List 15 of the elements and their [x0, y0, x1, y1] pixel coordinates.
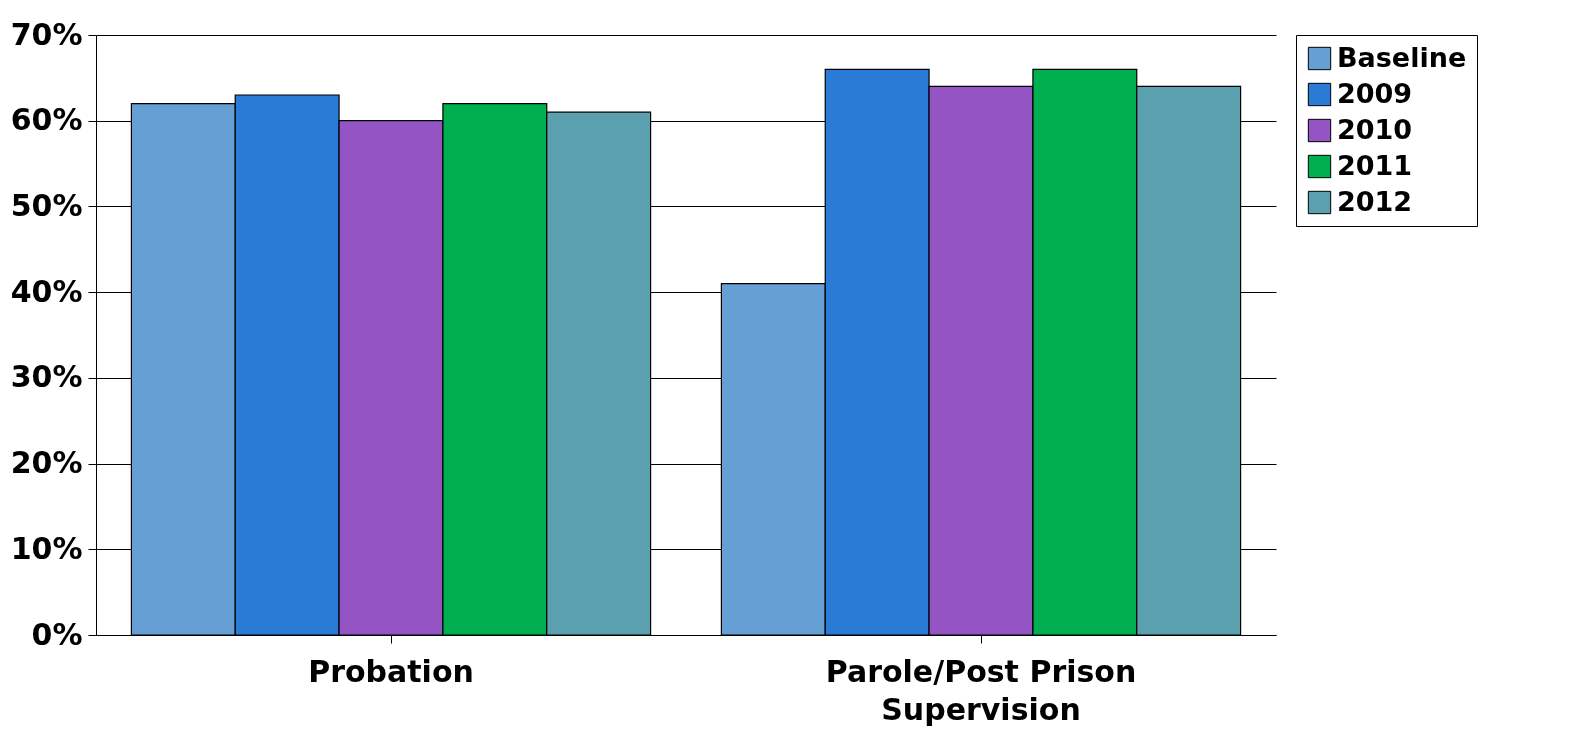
y-tick-label: 40%: [10, 273, 83, 309]
legend-label: 2011: [1337, 149, 1413, 181]
legend-label: 2012: [1337, 185, 1413, 217]
x-tick-label: Probation: [308, 653, 474, 689]
y-tick-label: 50%: [10, 187, 83, 223]
y-tick-label: 60%: [10, 102, 83, 138]
y-tick-label: 20%: [10, 445, 83, 481]
legend-label: 2009: [1337, 77, 1413, 109]
y-tick-label: 10%: [10, 530, 83, 566]
legend-label: Baseline: [1337, 41, 1467, 73]
y-tick-label: 30%: [10, 359, 83, 395]
y-tick-label: 0%: [31, 616, 83, 652]
x-tick-label: Parole/Post Prison Supervision: [825, 653, 1137, 727]
y-tick-label: 70%: [10, 16, 83, 52]
legend-label: 2010: [1337, 113, 1413, 145]
